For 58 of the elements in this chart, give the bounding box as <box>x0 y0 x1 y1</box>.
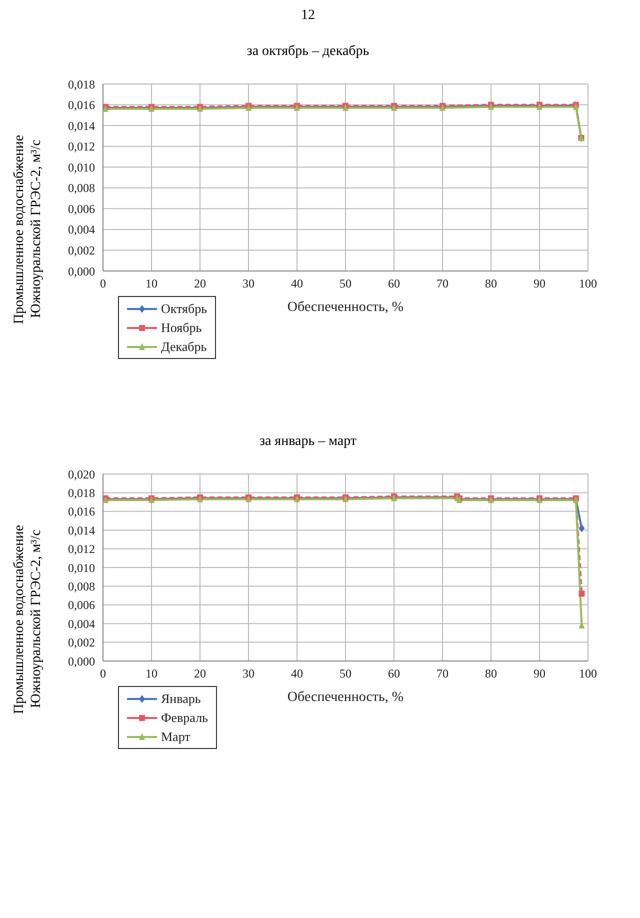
y-tick-label: 0,018 <box>68 486 95 500</box>
chart-title: за октябрь – декабрь <box>246 44 370 60</box>
y-tick-label: 0,012 <box>68 542 95 556</box>
x-axis-title: Обеспеченность, % <box>287 300 404 315</box>
y-axis-title: Промышленное водоснабжение Южноуральской ГРЭС-2, м³/с <box>11 523 45 716</box>
x-tick-label: 30 <box>242 276 254 291</box>
x-tick-label: 60 <box>388 276 400 291</box>
y-tick-label: 0,020 <box>68 467 95 482</box>
y-tick-label: 0,010 <box>68 160 95 174</box>
point <box>578 524 585 532</box>
y-tick-label: 0,002 <box>68 243 95 258</box>
y-axis-title: Промышленное водоснабжение Южноуральской ГРЭС-2, м³/с <box>11 133 45 326</box>
y-tick-label: 0,016 <box>68 504 95 519</box>
x-tick-label: 80 <box>485 276 497 291</box>
text: 12 <box>300 8 316 24</box>
x-tick-label: 30 <box>242 666 254 681</box>
y-tick-label: 0,006 <box>68 598 95 612</box>
y-tick-label: 0,000 <box>68 654 95 668</box>
y-tick-label: 0,014 <box>68 118 95 133</box>
y-tick-label: 0,018 <box>68 77 95 92</box>
y-tick-label: 0,014 <box>68 523 95 538</box>
x-tick-label: 70 <box>436 666 448 681</box>
y-tick-label: 0,008 <box>68 579 95 594</box>
x-tick-label: 100 <box>579 276 597 291</box>
x-tick-label: 90 <box>534 276 546 291</box>
x-tick-label: 70 <box>436 276 448 291</box>
x-tick-label: 90 <box>534 666 546 681</box>
y-tick-label: 0,016 <box>68 98 95 112</box>
x-tick-label: 40 <box>291 666 303 681</box>
legend-label: Январь <box>161 690 201 708</box>
y-tick-label: 0,004 <box>68 222 95 237</box>
y-tick-label: 0,012 <box>68 140 95 154</box>
x-axis-title: Обеспеченность, % <box>287 690 404 705</box>
legend-label: Февраль <box>161 709 208 727</box>
legend-label: Декабрь <box>161 338 207 356</box>
legend-label: Ноябрь <box>161 319 202 337</box>
y-tick-label: 0,006 <box>68 202 95 216</box>
legend-label: Март <box>161 728 190 746</box>
x-tick-label: 0 <box>100 666 106 681</box>
point <box>578 590 585 597</box>
y-tick-label: 0,008 <box>68 181 95 196</box>
x-tick-label: 100 <box>579 666 597 681</box>
y-tick-label: 0,000 <box>68 264 95 278</box>
y-tick-label: 0,010 <box>68 560 95 575</box>
x-tick-label: 40 <box>291 276 303 291</box>
x-tick-label: 20 <box>194 666 206 681</box>
chart-title: за январь – март <box>258 434 358 450</box>
x-tick-label: 80 <box>485 666 497 681</box>
x-tick-label: 50 <box>340 276 352 291</box>
y-tick-label: 0,002 <box>68 636 95 650</box>
x-tick-label: 10 <box>146 276 158 291</box>
y-tick-label: 0,004 <box>68 616 95 631</box>
legend-label: Октябрь <box>161 300 208 318</box>
x-tick-label: 10 <box>146 666 158 681</box>
x-tick-label: 60 <box>388 666 400 681</box>
x-tick-label: 20 <box>194 276 206 291</box>
x-tick-label: 0 <box>100 276 106 291</box>
x-tick-label: 50 <box>340 666 352 681</box>
